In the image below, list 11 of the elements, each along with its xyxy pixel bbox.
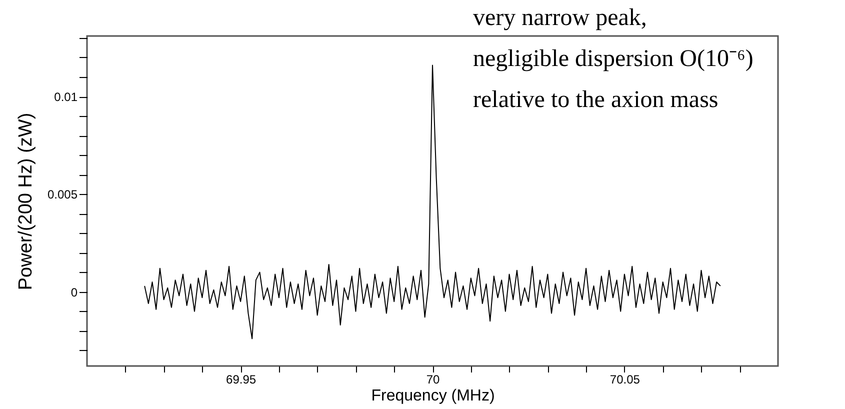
x-tick-label: 69.95 [226,372,256,386]
y-axis-title: Power/(200 Hz) (zW) [15,112,36,290]
x-tick-label: 70.05 [610,372,640,386]
text: very narrow peak, [473,5,647,31]
annotation: relative to the axion mass [473,87,718,113]
x-axis-title: Frequency (MHz) [371,388,495,404]
x-tick-label: 70 [426,372,440,386]
y-tick-label: 0 [70,285,78,300]
annotation: negligible dispersion O(10⁻⁶) [473,46,754,72]
y-tick-label: 0.005 [47,188,78,202]
y-tick-label: 0.01 [54,90,78,104]
